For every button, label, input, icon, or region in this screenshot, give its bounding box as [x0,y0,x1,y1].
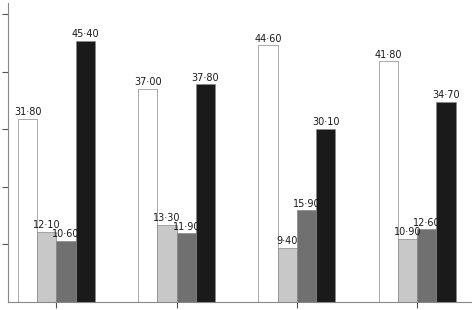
Text: 10·60: 10·60 [52,229,80,239]
Text: 30·10: 30·10 [312,117,339,127]
Text: 12·10: 12·10 [33,220,61,230]
Bar [417,229,437,302]
Text: 15·90: 15·90 [292,198,320,209]
Text: 9·40: 9·40 [277,236,298,246]
Bar [437,102,456,302]
Bar [278,248,297,302]
Bar [76,41,95,302]
Text: 45·40: 45·40 [72,29,99,39]
Bar [398,239,417,302]
Text: 34·70: 34·70 [432,91,460,100]
Bar [177,233,196,302]
Bar [138,89,157,302]
Text: 31·80: 31·80 [14,107,41,117]
Text: 11·90: 11·90 [173,222,200,232]
Text: 37·80: 37·80 [191,73,219,83]
Text: 37·00: 37·00 [134,77,162,87]
Text: 12·60: 12·60 [413,218,440,228]
Bar [56,241,76,302]
Bar [316,129,336,302]
Bar [37,232,56,302]
Bar [258,45,278,302]
Text: 41·80: 41·80 [374,50,402,60]
Bar [18,119,37,302]
Text: 13·30: 13·30 [153,214,181,224]
Text: 10·90: 10·90 [394,227,421,237]
Bar [379,61,398,302]
Text: 44·60: 44·60 [254,33,282,44]
Bar [157,225,177,302]
Bar [196,84,215,302]
Bar [297,210,316,302]
